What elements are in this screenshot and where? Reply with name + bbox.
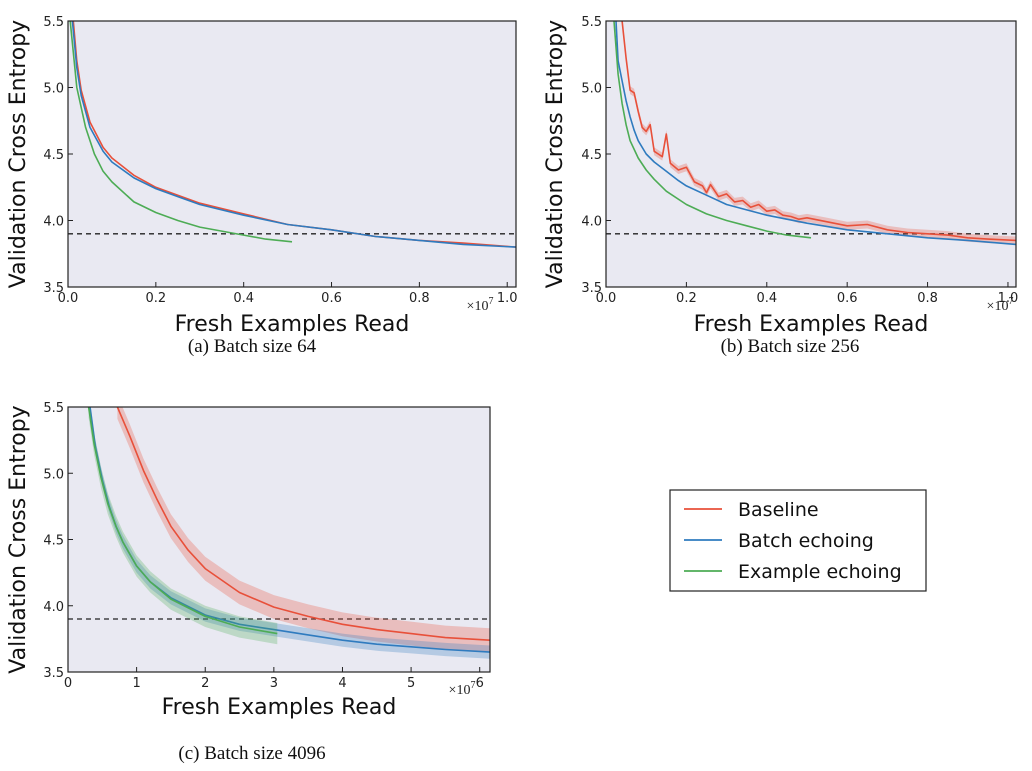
x-axis-label: Fresh Examples Read bbox=[162, 695, 397, 720]
x-tick-label: 5 bbox=[407, 676, 415, 691]
x-tick-label: 3 bbox=[270, 676, 278, 691]
series-line-example-echoing bbox=[613, 21, 812, 239]
series-line-example-echoing bbox=[69, 21, 293, 243]
x-tick-label: 0.6 bbox=[321, 291, 342, 306]
plot-area bbox=[68, 21, 516, 287]
x-tick-label: 0.0 bbox=[596, 291, 617, 306]
x-axis-label: Fresh Examples Read bbox=[694, 312, 929, 337]
y-axis-label: Validation Cross Entropy bbox=[6, 405, 31, 673]
y-tick-label: 4.0 bbox=[581, 215, 602, 230]
y-tick-label: 4.5 bbox=[43, 534, 64, 549]
x-tick-label: 0.2 bbox=[145, 291, 166, 306]
y-axis-label: Validation Cross Entropy bbox=[543, 20, 568, 288]
y-tick-label: 5.5 bbox=[43, 15, 64, 30]
y-tick-label: 5.0 bbox=[43, 82, 64, 97]
caption-b: (b) Batch size 256 bbox=[721, 336, 860, 357]
x-tick-label: 0.4 bbox=[756, 291, 777, 306]
series-band-example-echoing bbox=[88, 407, 278, 645]
legend-label-baseline: Baseline bbox=[738, 499, 819, 521]
legend: Baseline Batch echoing Example echoing bbox=[669, 489, 927, 592]
legend-label-example-echoing: Example echoing bbox=[738, 561, 902, 583]
x-axis-label: Fresh Examples Read bbox=[175, 312, 410, 337]
x-tick-label: 0.4 bbox=[233, 291, 254, 306]
plot-content bbox=[68, 21, 516, 248]
plot-area bbox=[68, 407, 490, 672]
series-band-baseline bbox=[117, 407, 490, 653]
caption-a: (a) Batch size 64 bbox=[188, 336, 317, 357]
legend-label-batch-echoing: Batch echoing bbox=[738, 530, 874, 552]
chart-panel-a: 0.0 0.2 0.4 0.6 0.8 1.0 3.5 4.0 4.5 5.0 5.5 Fresh E… bbox=[6, 15, 518, 337]
x-tick-label: 0.8 bbox=[917, 291, 938, 306]
y-tick-label: 5.5 bbox=[43, 401, 64, 416]
y-tick-label: 4.0 bbox=[43, 600, 64, 615]
y-tick-label: 5.0 bbox=[581, 82, 602, 97]
plot-area bbox=[606, 21, 1016, 287]
plot-content bbox=[606, 21, 1016, 246]
series-line-example-echoing bbox=[87, 407, 278, 635]
x-axis-multiplier: ×107 bbox=[449, 680, 476, 698]
x-tick-label: 0 bbox=[64, 676, 72, 691]
y-tick-label: 3.5 bbox=[43, 666, 64, 681]
x-tick-label: 0.6 bbox=[837, 291, 858, 306]
x-tick-label: 2 bbox=[201, 676, 209, 691]
series-line-baseline bbox=[116, 407, 490, 641]
plot-content bbox=[68, 407, 490, 659]
y-axis-label: Validation Cross Entropy bbox=[6, 20, 31, 288]
series-line-batch-echoing bbox=[71, 21, 516, 248]
x-tick-label: 0.2 bbox=[676, 291, 697, 306]
x-tick-label: 6 bbox=[476, 676, 484, 691]
x-tick-label: 4 bbox=[338, 676, 346, 691]
y-tick-label: 3.5 bbox=[43, 281, 64, 296]
y-tick-label: 4.0 bbox=[43, 215, 64, 230]
caption-c: (c) Batch size 4096 bbox=[178, 743, 325, 764]
x-tick-label: 0.0 bbox=[58, 291, 79, 306]
chart-panel-b: 0.0 0.2 0.4 0.6 0.8 1.0 3.5 4.0 4.5 5.0 5.5 Fresh E… bbox=[543, 15, 1018, 337]
y-tick-label: 3.5 bbox=[581, 281, 602, 296]
x-axis-multiplier: ×107 bbox=[467, 296, 494, 314]
x-axis-multiplier: ×107 bbox=[987, 296, 1014, 314]
series-line-baseline bbox=[621, 21, 1016, 242]
y-tick-label: 4.5 bbox=[43, 148, 64, 163]
series-line-batch-echoing bbox=[615, 21, 1016, 246]
chart-panel-c: 0 1 2 3 4 5 6 3.5 4.0 4.5 5.0 5.5 Fresh Examples Rea… bbox=[6, 401, 491, 720]
x-tick-label: 0.8 bbox=[409, 291, 430, 306]
y-tick-label: 5.0 bbox=[43, 467, 64, 482]
x-tick-label: 1.0 bbox=[497, 291, 518, 306]
y-tick-label: 5.5 bbox=[581, 15, 602, 30]
y-tick-label: 4.5 bbox=[581, 148, 602, 163]
x-tick-label: 1.0 bbox=[998, 291, 1019, 306]
x-tick-label: 1 bbox=[132, 676, 140, 691]
